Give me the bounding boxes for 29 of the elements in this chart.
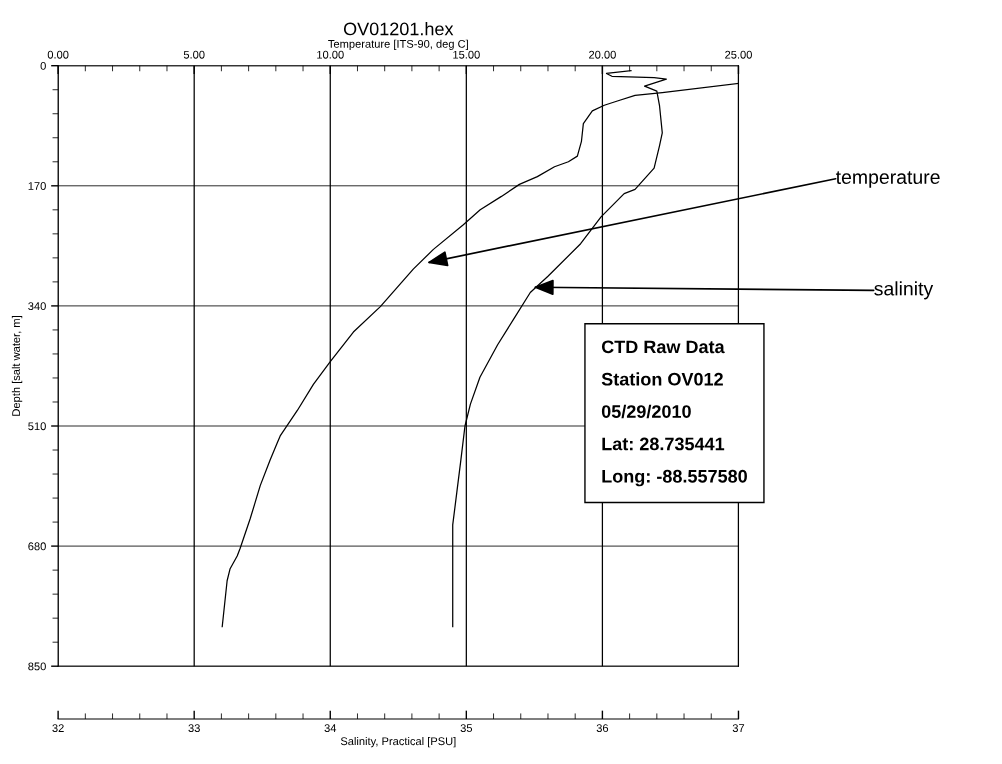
text: salinity xyxy=(874,281,934,300)
x2-tick-label: 20.00 xyxy=(589,50,616,59)
x-tick-label: 36 xyxy=(596,724,609,733)
x-tick-label: 37 xyxy=(732,724,745,733)
annotation: Lat: 28.735441 xyxy=(602,437,725,451)
annotation: Long: -88.557580 xyxy=(602,469,747,487)
y-tick-label: 170 xyxy=(28,182,46,190)
annotation: Station OV012 xyxy=(601,372,723,386)
x2-tick-label: 10.00 xyxy=(317,50,344,59)
x2-tick-label: 25.00 xyxy=(725,50,752,59)
y-tick-label: 850 xyxy=(28,662,46,671)
x-tick-label: 34 xyxy=(324,724,337,733)
x-tick-label: 32 xyxy=(52,724,64,733)
annotation: CTD Raw Data xyxy=(601,340,725,354)
y-tick-label: 340 xyxy=(28,302,46,311)
x-axis-title: Salinity, Practical [PSU] xyxy=(340,736,456,748)
y-tick-label: 510 xyxy=(28,422,46,431)
x-tick-label: 35 xyxy=(460,724,473,733)
x2-tick-label: 15.00 xyxy=(453,50,480,59)
x-tick-label: 33 xyxy=(188,724,200,733)
y-tick-label: 0 xyxy=(40,61,46,70)
y-axis-title: Depth [salt water, m] xyxy=(11,316,23,416)
y-tick-label: 680 xyxy=(28,542,46,551)
text: temperature xyxy=(835,171,940,188)
x2-tick-label: 0.00 xyxy=(47,50,69,59)
annotation: 05/29/2010 xyxy=(601,404,691,419)
x2-axis-title: Temperature [ITS-90, deg C] xyxy=(328,39,468,51)
x2-tick-label: 5.00 xyxy=(183,50,205,59)
chart-title: OV01201.hex xyxy=(343,22,454,36)
